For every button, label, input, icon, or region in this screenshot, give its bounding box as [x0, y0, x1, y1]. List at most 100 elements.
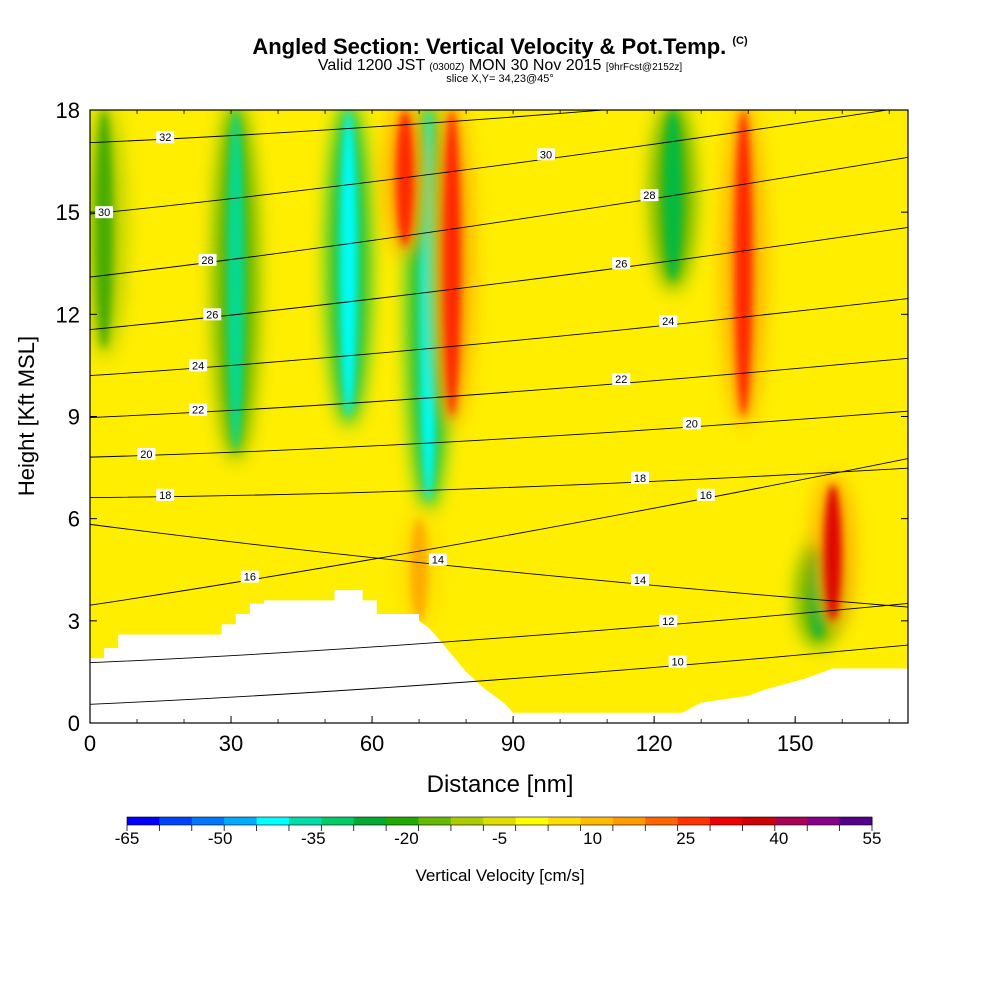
x-axis-label: Distance [nm]: [427, 771, 574, 798]
colorbar-tick-label: 40: [769, 829, 788, 848]
contour-label: 14: [428, 553, 447, 567]
theta-contour: [90, 603, 908, 664]
colorbar-swatch: [677, 817, 711, 825]
contour-label: 12: [659, 614, 678, 628]
contour-label: 20: [682, 417, 701, 430]
colorbar-tick-label: 25: [676, 829, 695, 848]
colorbar-swatch: [515, 817, 549, 825]
colorbar-swatch: [418, 817, 452, 825]
velocity-core: [410, 518, 429, 621]
contour-label: 14: [631, 573, 650, 587]
contour-label: 26: [203, 308, 222, 321]
y-tick-label: 15: [56, 200, 80, 225]
contour-labels: 10 12 14 14 16 16 18 18 20 20 22 22 24 24 26 26 28 28 30 30…: [95, 131, 715, 669]
velocity-core: [823, 484, 842, 621]
colorbar-swatch: [774, 817, 808, 825]
contour-label-text: 14: [634, 575, 646, 587]
y-tick-label: 0: [68, 711, 80, 736]
contour-label-text: 22: [615, 374, 627, 386]
contour-label: 32: [156, 131, 175, 144]
colorbar-swatch: [321, 817, 355, 825]
contour-label-text: 26: [615, 258, 627, 270]
colorbar-swatch: [548, 817, 581, 825]
contour-label-text: 20: [686, 418, 698, 430]
contour-label-text: 16: [244, 572, 256, 584]
y-tick-label: 3: [68, 609, 80, 634]
contour-label-text: 18: [634, 473, 646, 485]
contour-label-text: 26: [206, 309, 218, 321]
theta-contour: [90, 410, 908, 458]
contour-label: 30: [95, 206, 114, 219]
x-tick-label: 0: [84, 731, 96, 756]
theta-contour: [90, 156, 908, 278]
x-tick-label: 120: [636, 731, 673, 756]
contour-label: 16: [240, 570, 259, 584]
contour-label-text: 30: [540, 149, 552, 161]
theta-contour: [90, 523, 908, 608]
y-tick-label: 9: [68, 405, 80, 430]
colorbar-swatch: [450, 817, 484, 825]
velocity-field: [90, 110, 855, 648]
contour-label-text: 20: [140, 449, 152, 461]
theta-contour: [90, 226, 908, 331]
contour-label: 28: [198, 253, 217, 267]
colorbar-label: Vertical Velocity [cm/s]: [415, 866, 584, 885]
y-tick-label: 18: [56, 98, 80, 123]
theta-contour: [90, 458, 908, 606]
y-tick-label: 12: [56, 302, 80, 327]
contour-label: 10: [668, 655, 687, 669]
colorbar-swatch: [839, 817, 873, 825]
y-tick-label: 6: [68, 507, 80, 532]
colorbar-swatch: [159, 817, 193, 825]
velocity-core: [395, 110, 414, 247]
contour-label-text: 28: [201, 255, 213, 267]
contour-label: 24: [659, 315, 678, 328]
colorbar-tick-label: 10: [583, 829, 602, 848]
x-tick-label: 60: [360, 731, 384, 756]
contour-label-text: 30: [98, 207, 110, 219]
colorbar-swatch: [191, 817, 225, 825]
x-tick-label: 90: [501, 731, 525, 756]
colorbar-swatch: [288, 817, 322, 825]
colorbar-swatch: [710, 817, 743, 825]
contour-label: 26: [612, 257, 631, 270]
colorbar-tick-label: -5: [492, 829, 507, 848]
terrain: [90, 590, 908, 723]
x-tick-label: 150: [777, 731, 814, 756]
chart-title-block: Angled Section: Vertical Velocity & Pot.…: [0, 36, 1000, 85]
theta-contours: [90, 110, 908, 705]
contour-label-text: 22: [192, 405, 204, 417]
colorbar-swatch: [645, 817, 679, 825]
contour-label: 16: [696, 488, 715, 502]
axes: 0 30 60 90 120 150 0 3 6 9 12 15 18: [56, 98, 908, 756]
theta-contour: [90, 110, 609, 144]
contour-label-text: 14: [432, 555, 444, 567]
plot-area: [90, 110, 908, 723]
contour-label-text: 28: [643, 190, 655, 202]
contour-label: 22: [612, 373, 631, 386]
contour-label-text: 18: [159, 490, 171, 502]
colorbar-swatch: [224, 817, 258, 825]
colorbar-swatch: [807, 817, 841, 825]
contour-label: 18: [631, 471, 650, 485]
y-axis-label: Height [Kft MSL]: [14, 336, 39, 496]
velocity-core: [442, 110, 461, 417]
colorbar-tick-label: -65: [115, 829, 140, 848]
contour-label-text: 32: [159, 132, 171, 144]
contour-label: 24: [189, 359, 208, 372]
chart-title: Angled Section: Vertical Velocity & Pot.…: [252, 34, 748, 59]
velocity-core: [226, 110, 245, 451]
contour-label-text: 16: [700, 490, 712, 502]
contour-label: 18: [156, 488, 175, 502]
theta-contour: [90, 467, 908, 498]
colorbar: -65 -50 -35 -20 -5 10 25 40 55: [115, 816, 881, 848]
colorbar-swatch: [580, 817, 614, 825]
contour-label-text: 10: [672, 657, 684, 669]
colorbar-swatch: [353, 817, 387, 825]
colorbar-tick-label: -35: [301, 829, 326, 848]
colorbar-swatch: [256, 817, 290, 825]
contour-label-text: 24: [192, 360, 204, 372]
contour-label: 22: [189, 403, 208, 417]
x-tick-label: 30: [219, 731, 243, 756]
